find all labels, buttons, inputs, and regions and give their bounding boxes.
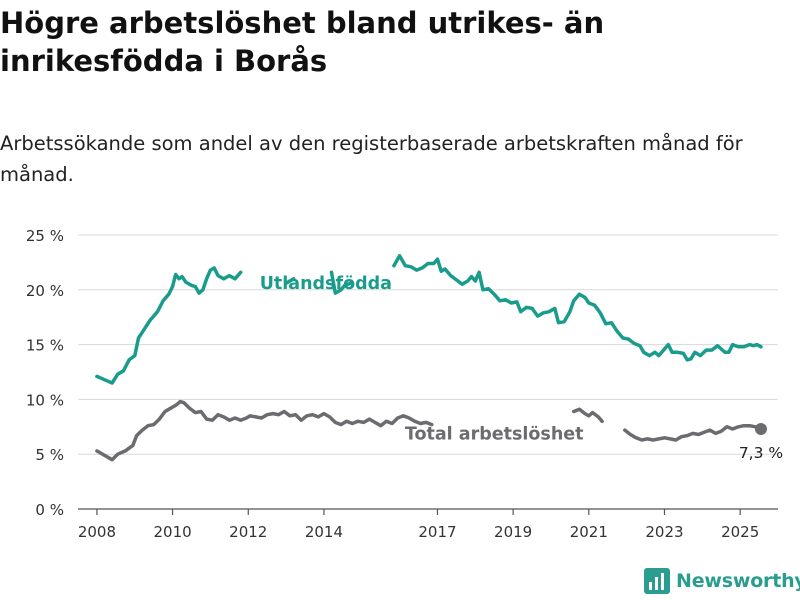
newsworthy-logo: Newsworthy bbox=[644, 568, 800, 594]
brand-name: Newsworthy bbox=[676, 570, 800, 592]
series-line-utlandsfodda bbox=[392, 254, 763, 362]
x-tick-label: 2008 bbox=[78, 523, 116, 541]
last-value-label: 7,3 % bbox=[739, 444, 783, 462]
y-tick-label: 15 % bbox=[26, 337, 64, 355]
series-line-utlandsfodda bbox=[284, 277, 296, 285]
series-label-utlandsfodda: Utlandsfödda bbox=[260, 274, 392, 294]
x-tick-label: 2021 bbox=[570, 523, 608, 541]
x-tick-label: 2025 bbox=[721, 523, 759, 541]
last-value-dot bbox=[754, 422, 767, 435]
y-tick-label: 10 % bbox=[26, 391, 64, 409]
x-tick-label: 2012 bbox=[229, 523, 267, 541]
series-line-utlandsfodda bbox=[329, 270, 353, 295]
series-line-total bbox=[571, 407, 604, 424]
x-tick-label: 2023 bbox=[645, 523, 683, 541]
chart-subtitle: Arbetssökande som andel av den registerb… bbox=[0, 132, 743, 186]
series-line-total bbox=[623, 423, 763, 442]
x-tick-label: 2010 bbox=[154, 523, 192, 541]
chart-title: Högre arbetslöshet bland utrikes- än inr… bbox=[0, 6, 605, 78]
x-tick-label: 2019 bbox=[494, 523, 532, 541]
series-label-total: Total arbetslöshet bbox=[405, 424, 584, 444]
newsworthy-logo-icon bbox=[644, 568, 670, 594]
y-tick-label: 25 % bbox=[26, 227, 64, 245]
y-tick-label: 0 % bbox=[35, 501, 64, 519]
series-line-total bbox=[95, 399, 434, 462]
x-tick-label: 2014 bbox=[305, 523, 343, 541]
y-tick-label: 20 % bbox=[26, 282, 64, 300]
y-tick-label: 5 % bbox=[35, 446, 64, 464]
x-tick-label: 2017 bbox=[418, 523, 456, 541]
series-line-utlandsfodda bbox=[95, 266, 243, 385]
